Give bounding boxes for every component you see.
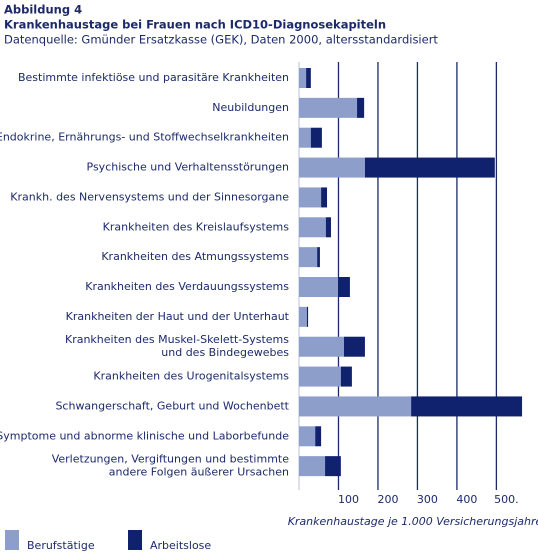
figure-label: Abbildung 4: [4, 3, 82, 17]
y-tick-label: Krankheiten des Urogenitalsystems: [93, 370, 289, 383]
bar-segment: [364, 157, 495, 178]
bar-segment: [411, 396, 523, 417]
chart-subtitle: Datenquelle: Gmünder Ersatzkasse (GEK), …: [4, 33, 438, 47]
bar-segment: [299, 396, 412, 417]
legend-label: Arbeitslose: [150, 539, 211, 552]
y-tick-label: Neubildungen: [212, 101, 289, 114]
bar-segment: [299, 426, 316, 447]
y-tick-label: Verletzungen, Vergiftungen und bestimmte…: [52, 453, 290, 479]
y-tick-label: Psychische und Verhaltensstörungen: [87, 161, 290, 174]
y-tick-label: Krankh. des Nervensystems und der Sinnes…: [10, 190, 289, 203]
bar-segment: [299, 68, 307, 88]
bar-segment: [340, 366, 352, 387]
x-tick-label: 200: [377, 493, 398, 506]
bar-segment: [310, 127, 322, 148]
y-tick-label: Krankheiten des Verdauungssystems: [85, 280, 289, 293]
x-tick-label: 500.: [494, 493, 519, 506]
x-tick-label: 300: [417, 493, 438, 506]
bar-segment: [317, 247, 320, 268]
bar-segment: [299, 217, 326, 238]
y-tick-label: Krankheiten des Atmungssystems: [101, 250, 289, 263]
y-tick-label: Bestimmte infektiöse und parasitäre Kran…: [18, 71, 289, 84]
x-tick-label: 400: [456, 493, 477, 506]
y-tick-label: Symptome und abnorme klinische und Labor…: [0, 429, 289, 442]
chart-title: Krankenhaustage bei Frauen nach ICD10-Di…: [4, 18, 386, 32]
bar-segment: [299, 97, 358, 118]
bar-segment: [299, 127, 311, 148]
bar-segment: [306, 68, 311, 88]
x-tick-label: 100: [338, 493, 359, 506]
y-tick-label: Schwangerschaft, Geburt und Wochenbett: [55, 399, 289, 412]
legend-swatch: [128, 530, 142, 550]
legend-label: Berufstätige: [27, 539, 95, 552]
bar-segment: [325, 456, 341, 477]
bar-segment: [315, 426, 322, 447]
bar-segment: [344, 336, 365, 357]
legend-swatch: [5, 530, 19, 550]
bar-segment: [299, 456, 326, 477]
bar-segment: [306, 306, 309, 327]
bar-segment: [325, 217, 331, 238]
y-tick-label: Krankheiten des Kreislaufsystems: [103, 220, 290, 233]
y-tick-label: Endokrine, Ernährungs- und Stoffwechselk…: [0, 131, 289, 144]
y-tick-label: Krankheiten des Muskel-Skelett-Systems un…: [65, 333, 289, 359]
bar-segment: [299, 366, 341, 387]
bar-segment: [299, 247, 318, 268]
bar-segment: [321, 187, 328, 208]
bar-segment: [299, 277, 339, 297]
bar-segment: [299, 187, 322, 208]
bar-segment: [299, 306, 307, 327]
bar-segment: [338, 277, 350, 297]
bar-segment: [299, 336, 345, 357]
y-tick-label: Krankheiten der Haut und der Unterhaut: [66, 310, 290, 323]
bar-segment: [299, 157, 365, 178]
bar-segment: [357, 97, 365, 118]
x-axis-label: Krankenhaustage je 1.000 Versicherungsja…: [288, 515, 538, 528]
